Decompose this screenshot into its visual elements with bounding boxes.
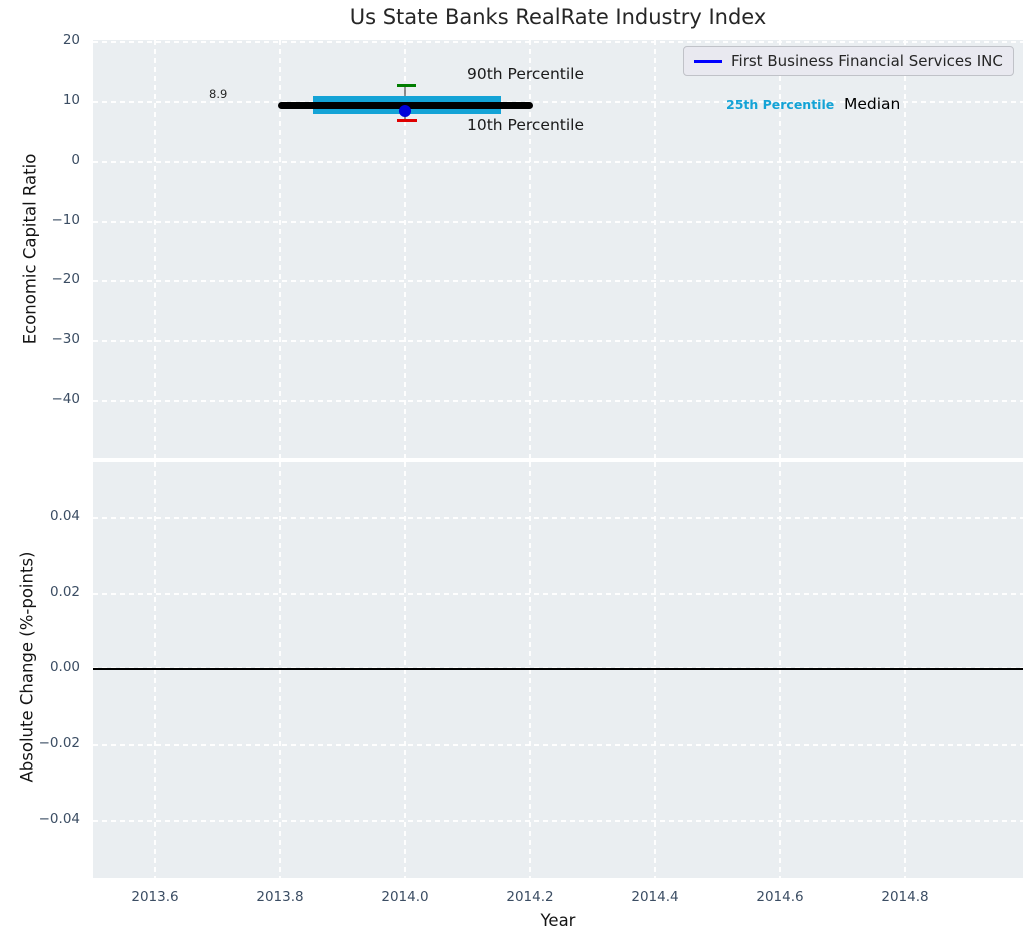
p10-cap-marker: [397, 119, 417, 122]
median-value-annotation: 8.9: [209, 87, 228, 101]
ytick-label: −0.02: [38, 735, 80, 751]
gridline: [93, 400, 1023, 402]
ytick-label: −20: [51, 271, 81, 287]
gridline: [93, 161, 1023, 163]
gridline: [529, 462, 531, 878]
gridline: [93, 221, 1023, 223]
gridline: [93, 744, 1023, 746]
gridline: [154, 462, 156, 878]
top-y-axis-label: Economic Capital Ratio: [20, 153, 40, 345]
gridline: [93, 41, 1023, 43]
gridline: [93, 101, 1023, 103]
gridline: [93, 593, 1023, 595]
gridline: [779, 462, 781, 878]
legend-label: First Business Financial Services INC: [731, 52, 1003, 70]
legend: First Business Financial Services INC: [683, 46, 1014, 76]
gridline: [404, 462, 406, 878]
gridline: [154, 40, 156, 458]
ytick-label: 0.00: [49, 659, 80, 675]
xtick-label: 2014.0: [381, 889, 429, 905]
gridline: [93, 667, 1023, 669]
p10-annotation: 10th Percentile: [467, 116, 585, 134]
x-axis-label: Year: [540, 911, 576, 930]
xtick-label: 2014.4: [631, 889, 679, 905]
ytick-label: −10: [51, 212, 81, 228]
zero-reference-line: [93, 668, 1023, 670]
xtick-label: 2014.2: [506, 889, 554, 905]
gridline: [93, 340, 1023, 342]
xtick-label: 2013.8: [256, 889, 304, 905]
p90-cap-marker: [397, 84, 416, 87]
gridline: [279, 462, 281, 878]
ytick-label: 10: [62, 92, 80, 108]
ytick-label: −30: [51, 331, 81, 347]
gridline: [779, 40, 781, 458]
gridline: [654, 40, 656, 458]
gridline: [404, 40, 406, 458]
bottom-plot-area: [93, 462, 1023, 878]
top-plot-area: 8.9 90th Percentile 10th Percentile 25th…: [93, 40, 1023, 458]
gridline: [904, 462, 906, 878]
company-value-dot: [399, 105, 411, 117]
gridline: [93, 280, 1023, 282]
xtick-label: 2014.6: [756, 889, 804, 905]
gridline: [93, 517, 1023, 519]
legend-line-sample: [694, 59, 722, 63]
ytick-label: 20: [62, 32, 80, 48]
chart-title: Us State Banks RealRate Industry Index: [349, 5, 767, 29]
gridline: [654, 462, 656, 878]
gridline: [529, 40, 531, 458]
median-annotation: Median: [844, 95, 901, 113]
p25-annotation: 25th Percentile: [726, 97, 835, 112]
gridline: [279, 40, 281, 458]
gridline: [93, 820, 1023, 822]
p90-annotation: 90th Percentile: [467, 65, 585, 83]
xtick-label: 2013.6: [131, 889, 179, 905]
ytick-label: 0.04: [49, 508, 80, 524]
ytick-label: 0: [71, 152, 80, 168]
bottom-y-axis-label: Absolute Change (%-points): [17, 551, 37, 783]
ytick-label: −0.04: [38, 811, 80, 827]
ytick-label: 0.02: [49, 584, 80, 600]
ytick-label: −40: [51, 391, 81, 407]
gridline: [904, 40, 906, 458]
xtick-label: 2014.8: [881, 889, 929, 905]
